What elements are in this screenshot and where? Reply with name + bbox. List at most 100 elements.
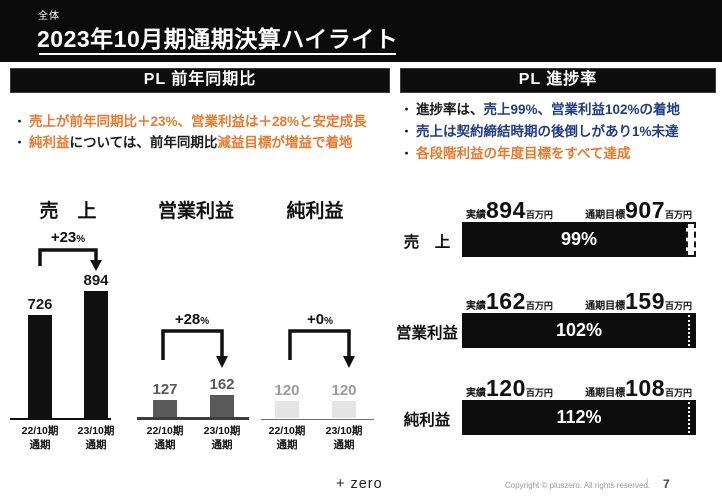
cat-label: 23/10期 通期: [325, 425, 363, 451]
cat-label: 22/10期 通期: [146, 425, 184, 451]
chart-title-operating: 営業利益: [157, 201, 234, 222]
percent-sign: %: [76, 234, 86, 245]
axis-baseline-sales: [10, 417, 111, 420]
bar-sales-current: 894: [72, 272, 120, 418]
bar-net-prev: 120: [263, 382, 311, 418]
progress-row-label-net: 純利益: [403, 412, 451, 429]
actual-value: 162: [486, 288, 526, 314]
target-gap-marker: [686, 222, 696, 257]
unit-label: 百万円: [664, 388, 692, 398]
actual-group: 実績 162 百万円: [466, 288, 553, 315]
left-bullet-2: ・ 純利益については、前年同期比減益目標が増益で着地: [14, 133, 352, 153]
actual-value: 894: [486, 197, 526, 223]
page-title: 2023年10月期通期決算ハイライト: [37, 26, 399, 52]
bullet-dot: ・: [401, 126, 412, 138]
right-panel-header: PL 進捗率: [400, 68, 716, 93]
percent-sign: %: [200, 316, 210, 327]
unit-label: 百万円: [664, 301, 692, 311]
bar-operating-current: 162: [198, 376, 246, 418]
delta-label-sales: +23%: [28, 229, 108, 247]
bullet-text: 売上が前年同期比＋23%、営業利益は＋28%と安定成長: [29, 114, 367, 129]
bar: [275, 400, 299, 418]
delta-label-net: +0%: [280, 311, 360, 329]
delta-label-operating: +28%: [152, 311, 232, 329]
bullet-dot: ・: [401, 104, 412, 116]
progress-bar-net: 112%: [462, 400, 696, 435]
delta-value: +23: [50, 229, 77, 246]
bar-value: 120: [331, 381, 357, 399]
bar: [84, 291, 108, 418]
page-number: 7: [663, 477, 670, 491]
unit-label: 百万円: [525, 388, 553, 398]
arrow-bracket-operating: [161, 329, 224, 360]
bullet-text: 進捗率は、: [416, 102, 484, 117]
bullet-dot: ・: [401, 148, 412, 160]
progress-bar-operating: 102%: [462, 313, 696, 348]
target-group: 通期目標 907 百万円: [585, 197, 692, 224]
arrow-head-sales: [90, 260, 102, 271]
target-line-marker: [688, 402, 690, 433]
progress-annotation-net: 実績 120 百万円 通期目標 108 百万円: [466, 375, 692, 402]
actual-value: 120: [486, 375, 526, 401]
unit-label: 百万円: [525, 210, 553, 220]
actual-group: 実績 120 百万円: [466, 375, 553, 402]
chart-title-net: 純利益: [286, 201, 344, 222]
target-line-marker: [688, 315, 690, 346]
cat-label: 23/10期 通期: [203, 425, 241, 451]
actual-label: 実績: [466, 210, 486, 221]
target-value: 159: [625, 288, 665, 314]
target-group: 通期目標 159 百万円: [585, 288, 692, 315]
footer-separator: |: [646, 478, 649, 489]
chart-title-sales: 売 上: [39, 201, 97, 222]
copyright-text: Copyright © pluszero. All rights reserve…: [505, 481, 651, 490]
bar: [28, 315, 52, 418]
bar-operating-prev: 127: [141, 381, 189, 418]
progress-annotation-sales: 実績 894 百万円 通期目標 907 百万円: [466, 197, 692, 224]
unit-label: 百万円: [525, 301, 553, 311]
target-group: 通期目標 108 百万円: [585, 375, 692, 402]
bullet-text: 純利益: [29, 135, 70, 150]
actual-label: 実績: [466, 301, 486, 312]
progress-percent: 99%: [560, 229, 598, 249]
title-banner: 全体 2023年10月期通期決算ハイライト: [0, 0, 722, 62]
target-label: 通期目標: [585, 388, 626, 399]
progress-annotation-operating: 実績 162 百万円 通期目標 159 百万円: [466, 288, 692, 315]
delta-value: +0: [306, 311, 325, 328]
bar: [210, 394, 234, 418]
cat-label: 22/10期 通期: [21, 425, 59, 451]
bar: [153, 399, 177, 418]
bullet-text: については、前年同期比: [69, 135, 218, 150]
section-tag: 全体: [38, 11, 60, 22]
actual-label: 実績: [466, 388, 486, 399]
percent-sign: %: [324, 316, 333, 327]
progress-percent: 112%: [556, 407, 602, 427]
target-value: 907: [625, 197, 665, 223]
progress-bar-sales: 99%: [462, 222, 696, 257]
unit-label: 百万円: [664, 210, 692, 220]
progress-percent: 102%: [555, 320, 603, 340]
arrow-head-operating: [216, 356, 228, 368]
left-panel-header: PL 前年同期比: [10, 68, 390, 93]
bar-value: 726: [27, 296, 53, 314]
axis-baseline-operating: [137, 417, 249, 420]
right-bullet-3: ・ 各段階利益の年度目標をすべて達成: [401, 144, 631, 164]
bar-value: 162: [209, 375, 235, 393]
bar-value: 894: [83, 272, 109, 290]
bar-sales-prev: 726: [16, 296, 64, 418]
cat-label: 22/10期 通期: [268, 425, 306, 451]
target-label: 通期目標: [585, 301, 626, 312]
bar-value: 127: [152, 380, 178, 398]
delta-value: +28: [174, 311, 201, 328]
cat-label: 23/10期 通期: [77, 425, 115, 451]
left-bullet-1: ・ 売上が前年同期比＋23%、営業利益は＋28%と安定成長: [14, 112, 367, 132]
progress-row-label-operating: 営業利益: [395, 325, 458, 342]
bullet-text: 減益目標が増益で着地: [217, 135, 353, 150]
bar-net-current: 120: [320, 382, 368, 418]
arrow-head-net: [343, 356, 355, 368]
bullet-dot: ・: [14, 137, 25, 149]
right-bullet-2: ・ 売上は契約締結時期の後倒しがあり1%未達: [401, 122, 679, 142]
target-label: 通期目標: [585, 210, 626, 221]
title-underline: [39, 53, 396, 55]
bullet-dot: ・: [14, 116, 25, 128]
